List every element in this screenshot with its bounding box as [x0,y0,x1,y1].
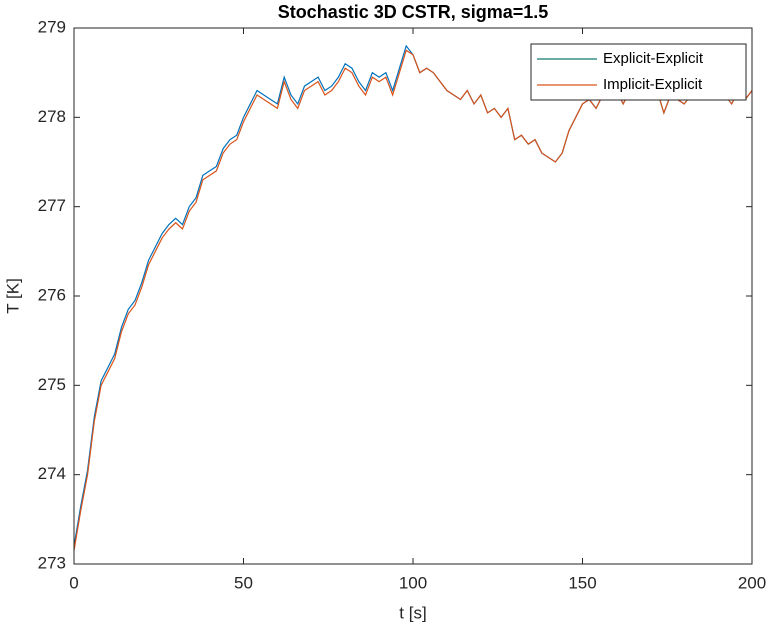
y-tick-label: 279 [38,17,66,36]
x-axis-label: t [s] [399,603,426,622]
chart-title: Stochastic 3D CSTR, sigma=1.5 [278,2,549,22]
legend-label: Implicit-Explicit [603,76,703,93]
x-tick-label: 150 [568,573,596,592]
x-tick-label: 0 [69,573,78,592]
y-tick-label: 276 [38,285,66,304]
legend-box [530,43,747,101]
y-tick-label: 277 [38,196,66,215]
x-tick-label: 50 [234,573,253,592]
y-tick-label: 278 [38,107,66,126]
x-tick-label: 200 [738,573,766,592]
axes-box [73,27,753,565]
y-tick-label: 275 [38,375,66,394]
y-axis-label: T [K] [3,278,22,314]
y-tick-label: 274 [38,464,66,483]
y-tick-label: 273 [38,553,66,572]
x-tick-label: 100 [399,573,427,592]
legend-label: Explicit-Explicit [603,50,704,67]
